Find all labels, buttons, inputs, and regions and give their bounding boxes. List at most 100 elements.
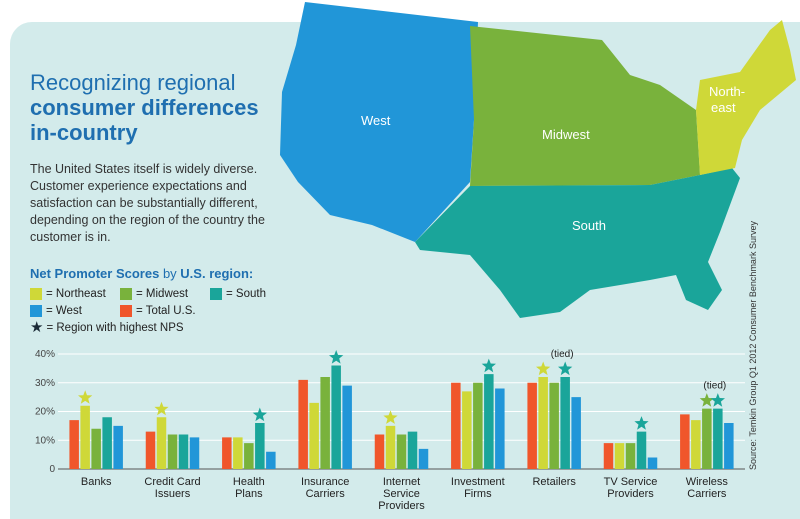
bar xyxy=(342,385,352,469)
star-icon xyxy=(78,390,93,404)
category-label: Carriers xyxy=(306,488,346,500)
swatch-icon xyxy=(30,288,42,300)
bar xyxy=(244,443,254,469)
y-tick-label: 20% xyxy=(35,407,55,418)
bar xyxy=(625,443,636,469)
bar xyxy=(560,377,570,469)
bar xyxy=(451,382,461,469)
bar xyxy=(309,402,319,469)
bar xyxy=(167,434,178,469)
star-icon xyxy=(252,407,267,422)
category-label: Health xyxy=(233,476,265,488)
bar xyxy=(385,425,396,469)
category-label: Retailers xyxy=(532,476,576,488)
y-tick-label: 0 xyxy=(49,464,55,475)
swatch-icon xyxy=(210,288,222,300)
bar xyxy=(462,391,472,469)
bar xyxy=(713,408,723,469)
y-tick-label: 40% xyxy=(35,349,55,360)
bar xyxy=(724,423,734,469)
star-icon xyxy=(710,393,725,407)
map-region-midwest xyxy=(470,26,700,186)
category-label: Banks xyxy=(81,476,112,488)
bar xyxy=(145,431,156,469)
category-label: Firms xyxy=(464,488,492,500)
legend-item-midwest: = Midwest xyxy=(120,288,188,300)
bar xyxy=(418,448,429,469)
bar xyxy=(189,437,200,469)
y-tick-label: 10% xyxy=(35,435,55,446)
bar xyxy=(527,382,537,469)
legend-heading: Net Promoter Scores by U.S. region: xyxy=(30,266,254,281)
bar xyxy=(374,434,385,469)
category-label: Providers xyxy=(378,500,425,512)
bar xyxy=(331,365,341,469)
bar xyxy=(571,397,581,469)
category-label: Carriers xyxy=(687,488,727,500)
annotation-label: (tied) xyxy=(551,349,574,360)
star-icon xyxy=(699,393,714,407)
map-label: South xyxy=(572,218,606,233)
bar xyxy=(702,408,712,469)
category-label: Investment xyxy=(451,476,505,488)
bar xyxy=(495,388,505,469)
bar xyxy=(320,377,330,469)
annotation-label: (tied) xyxy=(703,381,726,392)
category-label: Plans xyxy=(235,488,263,500)
bar xyxy=(222,437,232,469)
bar xyxy=(298,379,308,469)
bar xyxy=(113,425,123,469)
bar xyxy=(156,417,167,469)
star-icon xyxy=(481,358,496,373)
legend-item-northeast: = Northeast xyxy=(30,288,106,300)
map-label: West xyxy=(361,113,391,128)
star-icon xyxy=(634,416,649,430)
bar xyxy=(91,428,101,469)
bar xyxy=(603,443,614,469)
legend-item-highest: ★ = Region with highest NPS xyxy=(30,319,184,336)
bar xyxy=(473,382,483,469)
star-icon xyxy=(536,361,551,376)
bar xyxy=(233,437,243,469)
star-icon xyxy=(154,401,169,416)
category-label: Providers xyxy=(607,488,654,500)
star-icon xyxy=(558,361,573,376)
category-label: Credit Card xyxy=(144,476,200,488)
bar xyxy=(647,457,658,469)
map-region-south xyxy=(415,168,740,318)
category-label: Insurance xyxy=(301,476,349,488)
bar xyxy=(407,431,418,469)
bar xyxy=(614,443,625,469)
bar xyxy=(484,374,494,469)
legend-item-south: = South xyxy=(210,288,266,300)
map-label: Midwest xyxy=(542,127,590,142)
star-icon: ★ xyxy=(30,319,44,336)
bar xyxy=(680,414,690,469)
map-region-west xyxy=(280,2,478,242)
description-text: The United States itself is widely diver… xyxy=(30,162,265,244)
bar xyxy=(266,451,276,469)
bar xyxy=(102,417,112,469)
category-label: Service xyxy=(383,488,420,500)
legend-item-total: = Total U.S. xyxy=(120,305,196,317)
legend-item-west: = West xyxy=(30,305,82,317)
bar xyxy=(255,423,265,469)
swatch-icon xyxy=(120,288,132,300)
bar xyxy=(538,377,548,469)
bar xyxy=(691,420,701,469)
source-note: Source: Temkin Group Q1 2012 Consumer Be… xyxy=(748,221,758,470)
bar xyxy=(178,434,189,469)
y-tick-label: 30% xyxy=(35,378,55,389)
bar xyxy=(549,382,559,469)
star-icon xyxy=(329,350,344,364)
bar xyxy=(396,434,407,469)
map-region-northeast xyxy=(696,20,796,175)
category-label: Wireless xyxy=(686,476,729,488)
map-label: North- xyxy=(709,84,745,99)
map-label: east xyxy=(711,100,736,115)
star-icon xyxy=(383,410,398,424)
swatch-icon xyxy=(120,305,132,317)
